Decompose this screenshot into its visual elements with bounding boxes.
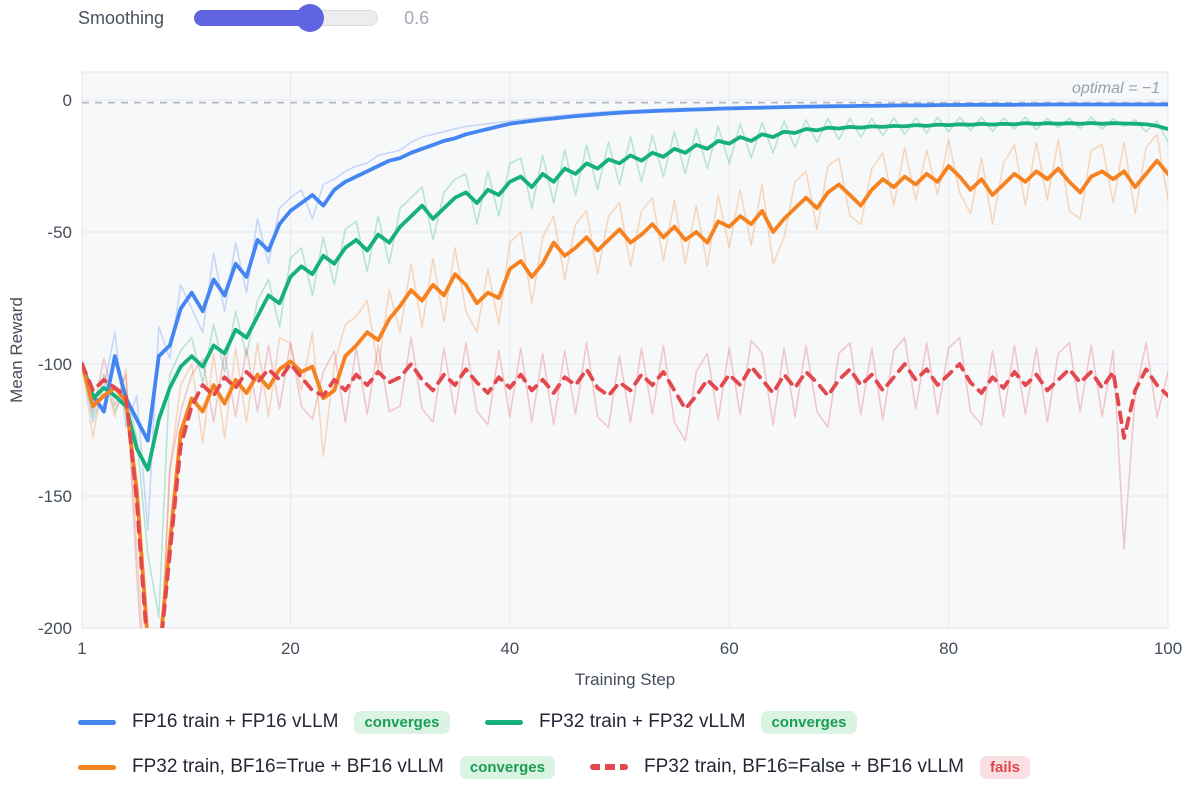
legend-label: FP32 train, BF16=True + BF16 vLLM [132,756,444,777]
chart-legend: FP16 train + FP16 vLLM converges FP32 tr… [78,706,1031,796]
fp16-line-swatch [78,719,116,725]
plot-border [81,71,1169,629]
legend-row: FP32 train, BF16=True + BF16 vLLM conver… [78,751,1031,783]
status-badge: converges [761,710,857,734]
bf16-true-line-swatch [78,764,116,770]
series-bf16-true-line [82,158,1168,628]
x-tick-label: 40 [500,639,519,658]
series-bf16-false-line [82,362,1168,628]
x-tick-label: 60 [720,639,739,658]
smoothing-slider-thumb[interactable] [295,4,324,32]
x-axis-title: Training Step [575,670,675,689]
smoothing-label: Smoothing [78,7,165,28]
status-badge: converges [459,755,555,779]
legend-row: FP16 train + FP16 vLLM converges FP32 tr… [78,706,1030,738]
plot-area [82,72,1168,628]
smoothing-slider-fill [194,10,309,26]
legend-item-fp16: FP16 train + FP16 vLLM converges [78,710,485,734]
legend-item-bf16-false: FP32 train, BF16=False + BF16 vLLM fails [590,755,1031,779]
y-tick-label: -100 [38,355,72,374]
y-tick-label: -150 [38,487,72,506]
x-tick-label: 100 [1154,639,1182,658]
y-axis-title: Mean Reward [7,297,26,403]
series-fp16-line [82,102,1168,443]
status-badge: fails [980,755,1031,779]
series-layer [82,101,1168,628]
legend-item-bf16-true: FP32 train, BF16=True + BF16 vLLM conver… [78,755,590,779]
legend-label: FP32 train, BF16=False + BF16 vLLM [644,756,964,777]
legend-label: FP16 train + FP16 vLLM [132,711,339,732]
reward-chart: 0 -50 -100 -150 -200 1 20 40 60 80 100 optimal = −1… [7,71,1182,689]
fp32-line-swatch [485,719,523,725]
smoothing-slider[interactable] [194,4,379,32]
optimal-annotation: optimal = −1 [1072,80,1160,97]
x-tick-label: 1 [77,639,86,658]
smoothing-value: 0.6 [404,7,430,28]
y-tick-label: 0 [63,91,72,110]
smoothing-toolbar: Smoothing 0.6 [0,2,1200,34]
legend-label: FP32 train + FP32 vLLM [539,711,746,732]
bf16-false-line-swatch [590,764,628,770]
series-fp32-line [82,121,1168,472]
status-badge: converges [354,710,450,734]
x-tick-label: 80 [939,639,958,658]
y-tick-label: -50 [47,223,72,242]
legend-item-fp32: FP32 train + FP32 vLLM converges [485,710,857,734]
y-tick-label: -200 [38,619,72,638]
x-tick-label: 20 [281,639,300,658]
